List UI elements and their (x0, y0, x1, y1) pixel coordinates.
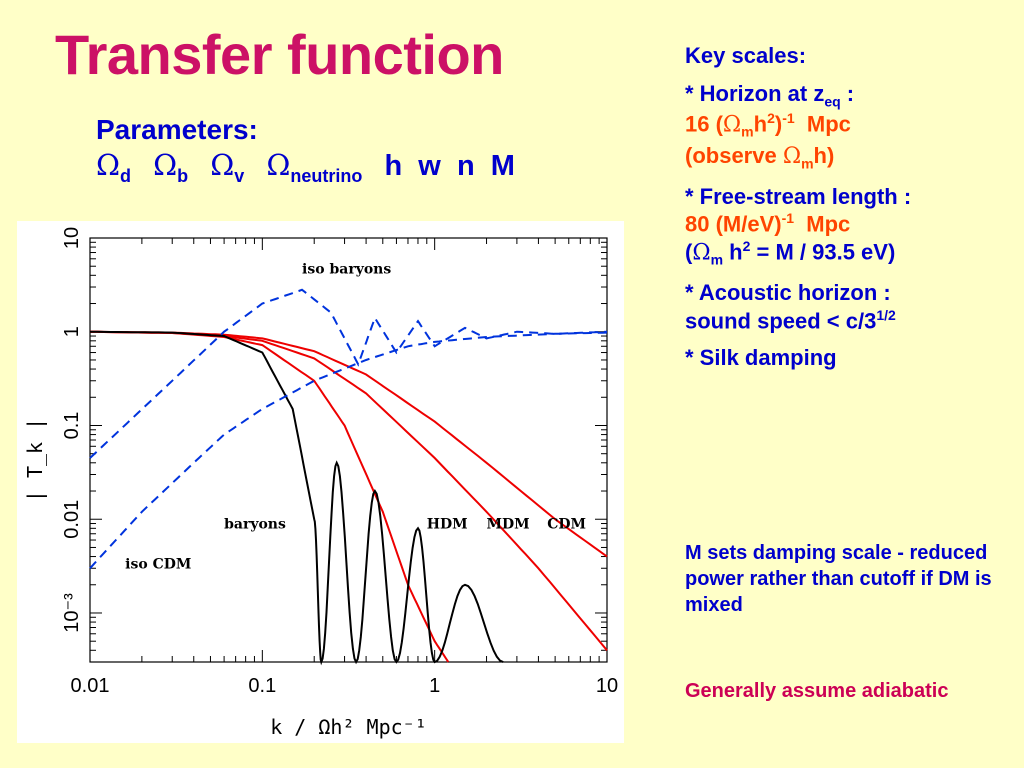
param-omega-d: Ωd (96, 148, 132, 186)
observe-note: (observe Ωmh) (685, 142, 835, 171)
key-scales-heading: Key scales: (685, 43, 807, 68)
x-tick-label: 10 (596, 675, 618, 697)
horizon-block: * Horizon at zeq : 16 (Ωmh2)-1 Mpc (obse… (685, 80, 1015, 173)
annotation-baryons: baryons (224, 516, 286, 532)
parameters-list: Ωd Ωb Ωv Ωneutrino h w n M (96, 148, 515, 187)
silk-damping-label: * Silk damping (685, 345, 837, 371)
acoustic-label: * Acoustic horizon : (685, 280, 891, 306)
key-scales-panel: Key scales: * Horizon at zeq : 16 (Ωmh2)… (685, 42, 1015, 382)
chart-svg: 0.01 0.1 1 10 10⁻³ 0.01 0.1 1 10 k / Ωh² Mpc⁻¹ | T… (23, 227, 618, 739)
slide-title: Transfer function (55, 23, 504, 86)
transfer-function-plot: 0.01 0.1 1 10 10⁻³ 0.01 0.1 1 10 k / Ωh² Mpc⁻¹ | T… (17, 221, 624, 743)
series-iso-baryons (89, 288, 608, 459)
annotation-mdm: MDM (487, 516, 530, 532)
x-axis-label: k / Ωh² Mpc⁻¹ (270, 715, 427, 739)
acoustic-value: sound speed < c/31/2 (685, 306, 896, 333)
horizon-value: 16 (Ωmh2)-1 Mpc (685, 110, 851, 141)
annotation-hdm: HDM (427, 516, 468, 532)
param-omega-b: Ωb (153, 148, 189, 186)
y-tick-label: 10⁻³ (61, 593, 83, 633)
series-hdm (89, 330, 450, 663)
parameters-block: Parameters: Ωd Ωb Ωv Ωneutrino h w n M (96, 114, 515, 187)
x-tick-label: 0.01 (71, 675, 110, 697)
y-tick-label: 1 (61, 326, 83, 337)
acoustic-block: * Acoustic horizon : sound speed < c/31/… (685, 279, 1015, 334)
annotation-iso-baryons: iso baryons (302, 261, 391, 277)
damping-note: M sets damping scale - reduced power rat… (685, 542, 992, 616)
param-omega-v: Ωv (210, 148, 245, 186)
freestream-value: 80 (M/eV)-1 Mpc (685, 210, 851, 237)
y-axis-label: | T_k | (23, 418, 47, 502)
y-tick-label: 10 (61, 227, 83, 249)
horizon-label: * Horizon at zeq : (685, 80, 855, 109)
adiabatic-note: Generally assume adiabatic (685, 680, 949, 702)
y-tick-label: 0.1 (61, 412, 83, 440)
series-baryons (89, 330, 504, 666)
freestream-label: * Free-stream length : (685, 183, 912, 209)
plot-frame (89, 237, 608, 663)
freestream-note: (Ωm h2 = M / 93.5 eV) (685, 237, 896, 268)
annotation-iso-cdm: iso CDM (125, 556, 191, 572)
x-tick-label: 1 (429, 675, 440, 697)
freestream-block: * Free-stream length : 80 (M/eV)-1 Mpc (… (685, 183, 1015, 270)
series-iso-cdm (89, 331, 608, 569)
annotation-cdm: CDM (547, 516, 586, 532)
param-omega-neutrino: Ωneutrino (266, 148, 363, 186)
x-tick-label: 0.1 (248, 675, 276, 697)
param-tail: h w n M (384, 150, 515, 182)
y-tick-label: 0.01 (61, 500, 83, 539)
parameters-heading: Parameters: (96, 114, 258, 145)
